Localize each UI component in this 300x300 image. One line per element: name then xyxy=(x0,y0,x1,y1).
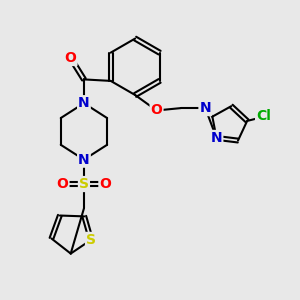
Text: S: S xyxy=(86,233,96,247)
Text: O: O xyxy=(57,177,68,191)
Text: N: N xyxy=(78,96,90,110)
Text: O: O xyxy=(151,103,163,118)
Text: Cl: Cl xyxy=(256,110,271,124)
Text: N: N xyxy=(78,153,90,167)
Text: O: O xyxy=(64,51,76,65)
Text: N: N xyxy=(211,131,222,145)
Text: O: O xyxy=(99,177,111,191)
Text: S: S xyxy=(79,177,89,191)
Text: N: N xyxy=(200,101,211,115)
